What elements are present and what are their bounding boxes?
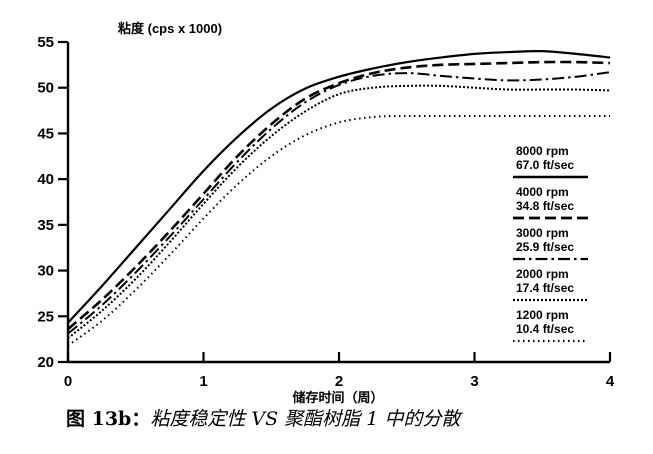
series-layer bbox=[67, 49, 611, 347]
y-tick-label: 35 bbox=[37, 217, 54, 234]
x-tick-label: 4 bbox=[606, 373, 615, 390]
y-tick-label: 40 bbox=[37, 171, 54, 188]
legend-label-1: 8000 rpm bbox=[516, 144, 569, 158]
legend-label-2: 4000 rpm bbox=[516, 185, 569, 199]
y-axis-title: 粘度 (cps x 1000) bbox=[117, 21, 222, 36]
y-tick-label: 45 bbox=[37, 125, 54, 142]
legend-label-4-line2: 17.4 ft/sec bbox=[516, 281, 574, 295]
legend-label-5-line2: 10.4 ft/sec bbox=[516, 322, 574, 336]
axes-layer: 20 25 30 35 40 45 50 55 0 1 2 3 4 bbox=[37, 34, 615, 390]
series-line-2 bbox=[67, 60, 611, 331]
y-tick-label: 50 bbox=[37, 80, 54, 97]
x-axis-title: 储存时间（周） bbox=[291, 390, 383, 405]
x-tick-label: 2 bbox=[335, 373, 343, 390]
y-tick-label: 55 bbox=[37, 34, 54, 51]
figure-caption-text: 粘度稳定性 VS 聚酯树脂 1 中的分散 bbox=[150, 408, 461, 430]
y-tick-label: 30 bbox=[37, 263, 54, 280]
y-tick-label: 25 bbox=[37, 308, 54, 325]
legend-label-2-line2: 34.8 ft/sec bbox=[516, 199, 574, 213]
series-line-3 bbox=[67, 71, 611, 335]
x-tick-label: 0 bbox=[64, 373, 72, 390]
series-line-4 bbox=[67, 84, 611, 340]
legend-label-1-line2: 67.0 ft/sec bbox=[516, 158, 574, 172]
legend-label-3: 3000 rpm bbox=[516, 226, 569, 240]
x-tick-label: 1 bbox=[199, 373, 207, 390]
legend-label-3-line2: 25.9 ft/sec bbox=[516, 240, 574, 254]
legend-label-5: 1200 rpm bbox=[516, 308, 569, 322]
figure-caption: 图 13b：粘度稳定性 VS 聚酯树脂 1 中的分散 bbox=[66, 404, 460, 431]
legend-label-4: 2000 rpm bbox=[516, 267, 569, 281]
x-tick-label: 3 bbox=[470, 373, 478, 390]
figure-label: 图 13b： bbox=[66, 408, 151, 430]
series-line-1 bbox=[67, 49, 611, 324]
y-tick-label: 20 bbox=[37, 354, 54, 371]
